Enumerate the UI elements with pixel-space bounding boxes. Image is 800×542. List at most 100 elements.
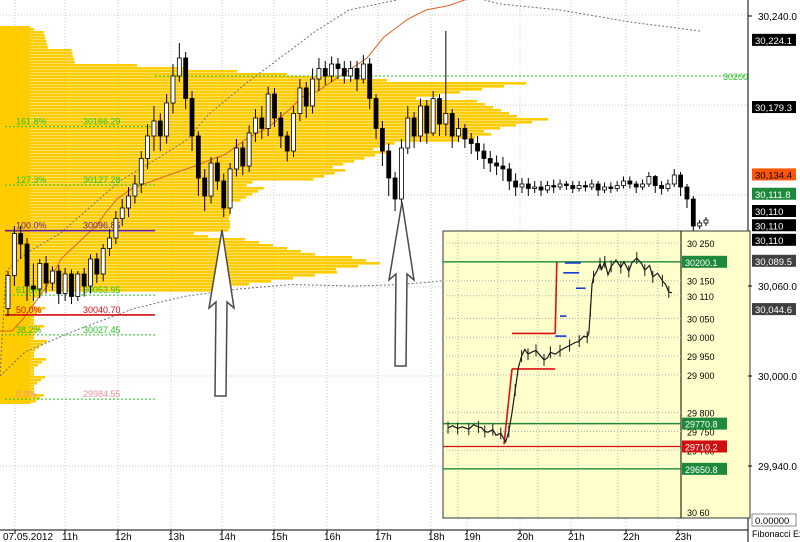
candle-body — [195, 135, 201, 179]
profile-bar — [0, 130, 484, 133]
candle-body — [430, 98, 436, 134]
fib-percent-label: 38.2% — [16, 325, 42, 335]
candle-body — [494, 162, 500, 167]
profile-bar — [0, 94, 438, 97]
candle-body — [100, 248, 106, 275]
candle-body — [297, 87, 303, 114]
candle-body — [690, 198, 696, 227]
candle-body — [379, 128, 385, 152]
candle-body — [697, 222, 703, 227]
candle-body — [291, 113, 296, 152]
candle-body — [614, 185, 620, 189]
candle-body — [602, 186, 607, 191]
profile-bar — [0, 283, 249, 286]
candle-body — [265, 93, 271, 129]
profile-bar — [0, 232, 194, 235]
profile-bar — [0, 157, 365, 160]
price-tag — [752, 33, 796, 46]
profile-bar — [0, 118, 548, 121]
candle-body — [665, 183, 671, 189]
candle-body — [646, 176, 652, 185]
time-tick-label: 18h — [428, 532, 445, 542]
inset-price-path — [447, 257, 673, 444]
candle-body — [360, 63, 366, 80]
profile-bar — [0, 109, 501, 112]
candle-body — [608, 186, 614, 189]
candle-body — [621, 180, 626, 186]
fib-price-label: 30166.29 — [83, 117, 121, 127]
price-tag-label: 30,110 — [755, 221, 783, 232]
candle-body — [475, 143, 480, 152]
profile-bar — [0, 238, 245, 241]
candle-body — [62, 273, 68, 294]
candle-body — [392, 177, 398, 200]
candle-body — [659, 185, 664, 189]
candle-body — [322, 68, 328, 77]
profile-bar — [0, 181, 253, 184]
candle-body — [164, 102, 170, 137]
candle-body — [176, 57, 182, 77]
candle-body — [335, 63, 341, 69]
candle-body — [595, 183, 601, 191]
candle-body — [75, 273, 81, 297]
fib-percent-label: 61.8% — [16, 285, 42, 295]
candle-body — [157, 120, 163, 137]
candle-body — [462, 128, 468, 140]
profile-bar — [0, 154, 376, 157]
candle-body — [481, 150, 487, 159]
price-tag-label: 30,089.5 — [755, 257, 792, 268]
inset-tick-label: 30 60 — [687, 508, 710, 518]
candle-body — [411, 117, 417, 137]
candle-body — [703, 219, 709, 224]
inset-price-tag — [682, 417, 727, 430]
profile-bar — [0, 193, 253, 196]
time-tick-label: 12h — [115, 532, 132, 542]
candle-body — [43, 263, 49, 284]
candle-body — [234, 147, 239, 170]
profile-bar — [0, 64, 137, 67]
profile-bar — [0, 241, 259, 244]
profile-bar — [0, 265, 358, 268]
candle-body — [221, 180, 227, 209]
candle-body — [189, 98, 195, 137]
price-tick-label: 29,940.0 — [758, 462, 797, 473]
price-tag-label: 30,179.3 — [755, 103, 792, 114]
candle-body — [341, 68, 347, 77]
candle-body — [132, 183, 138, 197]
arrow-annotations — [207, 201, 416, 397]
candle-body — [240, 147, 246, 167]
price-tag — [752, 303, 796, 316]
candle-body — [119, 207, 125, 219]
price-axis: 30,240.0 30,060.0 30,000.0 29,940.0 30,224.1… — [748, 12, 797, 527]
candle-body — [570, 185, 576, 189]
time-tick-label: 13h — [168, 532, 185, 542]
candle-body — [449, 113, 455, 137]
candle-body — [354, 68, 360, 80]
profile-bar — [0, 244, 273, 247]
profile-bar — [0, 151, 386, 154]
candle-body — [81, 273, 87, 287]
inset-tick-label: 30 110 — [687, 292, 714, 302]
profile-bar — [0, 82, 526, 85]
profile-bar — [0, 166, 333, 169]
up-arrow — [387, 201, 416, 367]
level-label: 30200 — [723, 72, 748, 82]
indicator-name-label: Fibonacci Exter — [752, 529, 800, 539]
time-tick-label: 20h — [517, 532, 534, 542]
profile-bar — [0, 289, 228, 292]
profile-bar — [0, 58, 74, 61]
inset-tick-label: 30 150 — [687, 277, 715, 287]
candle-body — [671, 174, 677, 185]
profile-bar — [0, 259, 366, 262]
time-tick-label: 22h — [623, 532, 640, 542]
profile-bar — [0, 67, 187, 70]
profile-bar — [0, 106, 493, 109]
profile-bar — [0, 175, 324, 178]
inset-tick-label: 30 000 — [687, 333, 715, 343]
profile-bar — [0, 274, 315, 277]
candle-body — [126, 195, 131, 209]
price-tag-label: 30,224.1 — [755, 36, 792, 47]
candle-body — [437, 98, 442, 125]
price-tag — [752, 168, 796, 181]
